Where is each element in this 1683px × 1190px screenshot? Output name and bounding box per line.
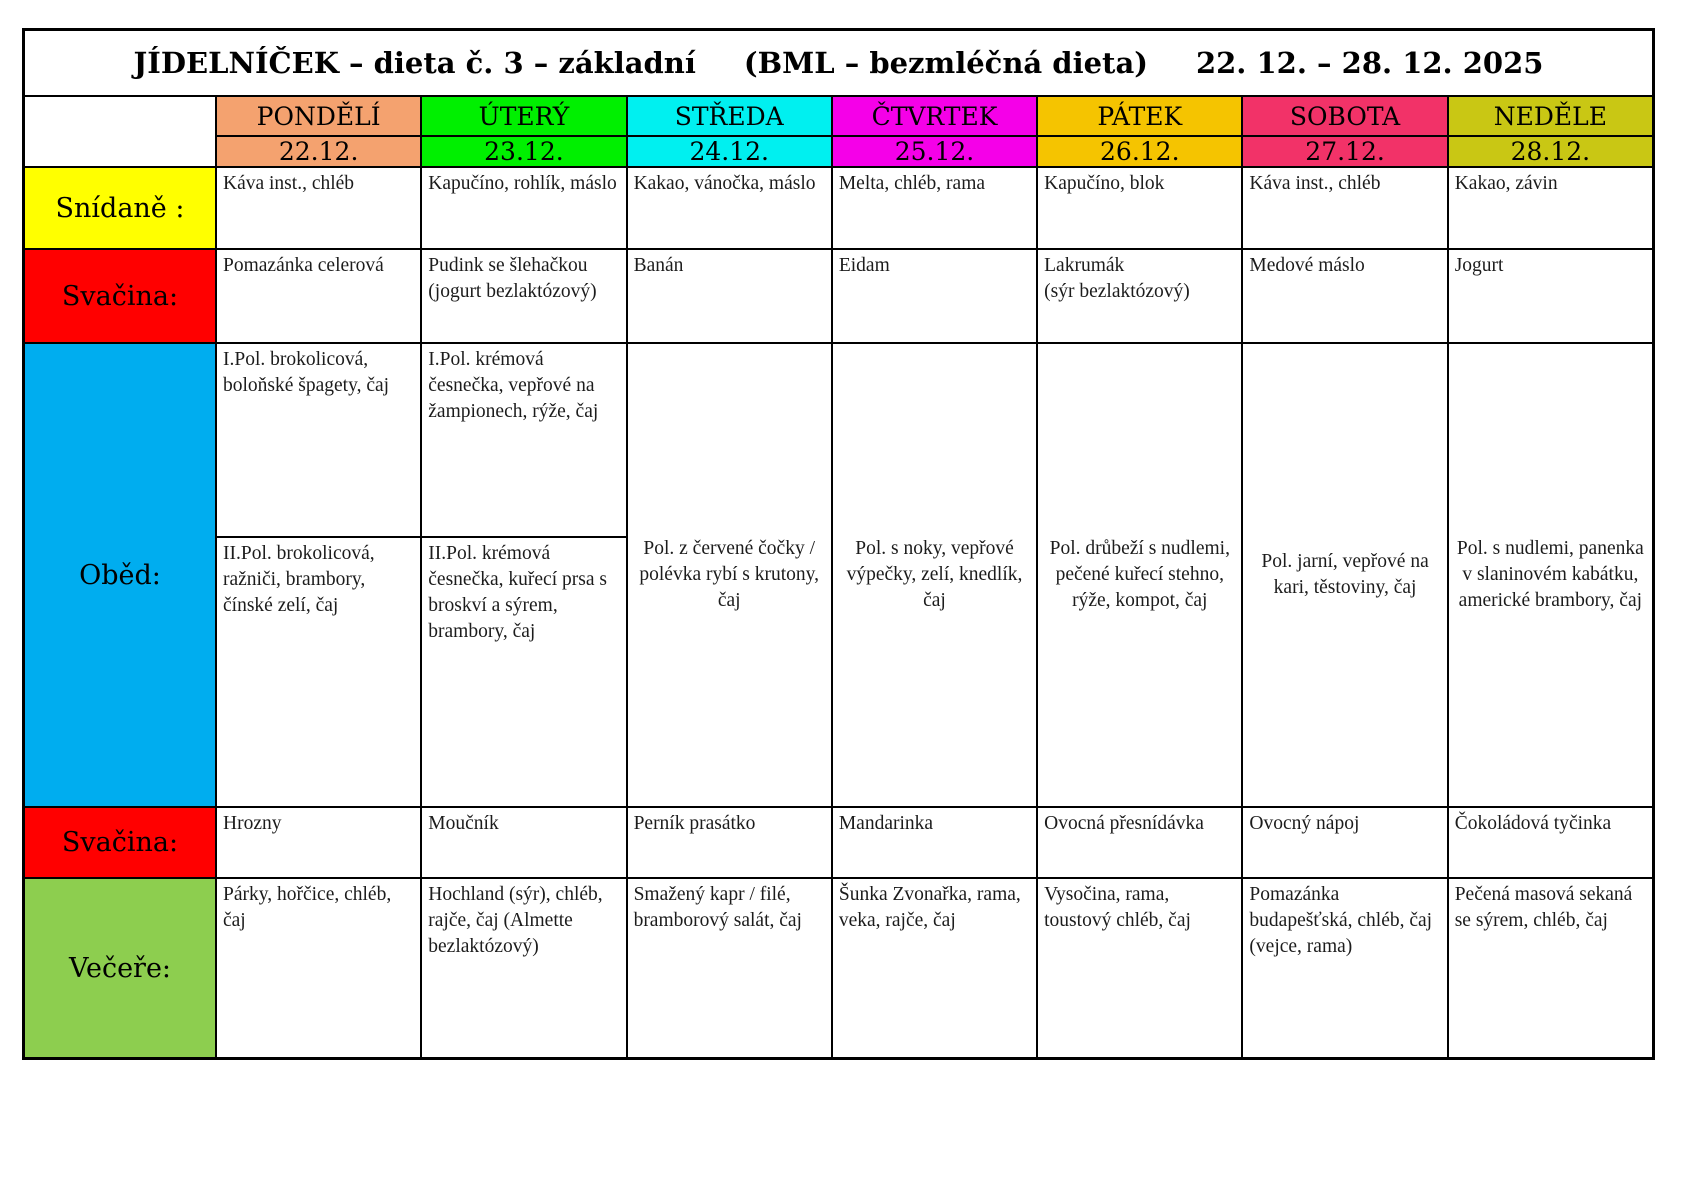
date-header-nedele: 28.12. bbox=[1448, 137, 1652, 166]
cell-snidane-sobota: Káva inst., chléb bbox=[1243, 168, 1447, 248]
cell-svacina1-nedele: Jogurt bbox=[1448, 250, 1652, 342]
cell-vecere-ctvrtek: Šunka Zvonařka, rama, veka, rajče, čaj bbox=[832, 879, 1037, 1057]
date-header-pondeli: 22.12. bbox=[217, 137, 421, 166]
cell-svacina1-utery: Pudink se šlehačkou (jogurt bezlaktózový… bbox=[422, 250, 626, 342]
day-header-utery: ÚTERÝ bbox=[422, 97, 626, 135]
cell-snidane-streda: Kakao, vánočka, máslo bbox=[627, 168, 831, 248]
cell-svacina1-ctvrtek: Eidam bbox=[832, 250, 1037, 342]
page-title: JÍDELNÍČEK – dieta č. 3 – základní (BML … bbox=[25, 31, 1652, 95]
cell-obed-patek: Pol. drůbeží s nudlemi, pečené kuřecí st… bbox=[1038, 344, 1242, 806]
cell-obed-sobota: Pol. jarní, vepřové na kari, těstoviny, … bbox=[1243, 344, 1447, 806]
date-header-patek: 26.12. bbox=[1038, 137, 1242, 166]
cell-vecere-utery: Hochland (sýr), chléb, rajče, čaj (Almet… bbox=[422, 879, 626, 1057]
date-header-streda: 24.12. bbox=[627, 137, 831, 166]
cell-obed-streda: Pol. z červené čočky / polévka rybí s kr… bbox=[627, 344, 831, 806]
title-bml: (BML – bezmléčná dieta) bbox=[743, 46, 1148, 80]
day-header-ctvrtek: ČTVRTEK bbox=[832, 97, 1037, 135]
cell-snidane-nedele: Kakao, závin bbox=[1448, 168, 1652, 248]
cell-svacina1-pondeli: Pomazánka celerová bbox=[217, 250, 421, 342]
cell-obed-utery: I.Pol. krémová česnečka, vepřové na žamp… bbox=[422, 344, 626, 806]
row-label-svacina-1: Svačina: bbox=[25, 250, 215, 342]
obed-utery-soup2: II.Pol. krémová česnečka, kuřecí prsa s … bbox=[428, 543, 607, 642]
cell-snidane-patek: Kapučíno, blok bbox=[1038, 168, 1242, 248]
day-header-pondeli: PONDĚLÍ bbox=[217, 97, 421, 135]
row-label-snidane: Snídaně : bbox=[25, 168, 215, 248]
cell-svacina2-sobota: Ovocný nápoj bbox=[1243, 808, 1447, 877]
row-label-obed: Oběd: bbox=[25, 344, 215, 806]
cell-obed-pondeli: I.Pol. brokolicová, boloňské špagety, ča… bbox=[217, 344, 421, 806]
cell-snidane-ctvrtek: Melta, chléb, rama bbox=[832, 168, 1037, 248]
cell-vecere-streda: Smažený kapr / filé, bramborový salát, č… bbox=[627, 879, 831, 1057]
cell-svacina2-nedele: Čokoládová tyčinka bbox=[1448, 808, 1652, 877]
day-header-nedele: NEDĚLE bbox=[1448, 97, 1652, 135]
cell-vecere-pondeli: Párky, hořčice, chléb, čaj bbox=[217, 879, 421, 1057]
cell-snidane-pondeli: Káva inst., chléb bbox=[217, 168, 421, 248]
cell-svacina2-utery: Moučník bbox=[422, 808, 626, 877]
date-header-ctvrtek: 25.12. bbox=[832, 137, 1037, 166]
cell-vecere-sobota: Pomazánka budapešťská, chléb, čaj (vejce… bbox=[1243, 879, 1447, 1057]
cell-svacina2-ctvrtek: Mandarinka bbox=[832, 808, 1037, 877]
cell-vecere-patek: Vysočina, rama, toustový chléb, čaj bbox=[1038, 879, 1242, 1057]
title-diet: JÍDELNÍČEK – dieta č. 3 – základní bbox=[133, 46, 696, 80]
obed-pondeli-soup2: II.Pol. brokolicová, ražniči, brambory, … bbox=[223, 543, 375, 616]
cell-vecere-nedele: Pečená masová sekaná se sýrem, chléb, ča… bbox=[1448, 879, 1652, 1057]
row-label-svacina-2: Svačina: bbox=[25, 808, 215, 877]
cell-svacina2-streda: Perník prasátko bbox=[627, 808, 831, 877]
cell-svacina1-sobota: Medové máslo bbox=[1243, 250, 1447, 342]
weekly-menu-table: JÍDELNÍČEK – dieta č. 3 – základní (BML … bbox=[22, 28, 1655, 1060]
date-header-utery: 23.12. bbox=[422, 137, 626, 166]
cell-svacina1-patek: Lakrumák (sýr bezlaktózový) bbox=[1038, 250, 1242, 342]
cell-obed-nedele: Pol. s nudlemi, panenka v slaninovém kab… bbox=[1448, 344, 1652, 806]
cell-svacina2-patek: Ovocná přesnídávka bbox=[1038, 808, 1242, 877]
cell-svacina2-pondeli: Hrozny bbox=[217, 808, 421, 877]
cell-snidane-utery: Kapučíno, rohlík, máslo bbox=[422, 168, 626, 248]
cell-obed-ctvrtek: Pol. s noky, vepřové výpečky, zelí, kned… bbox=[832, 344, 1037, 806]
date-header-sobota: 27.12. bbox=[1243, 137, 1447, 166]
cell-svacina1-streda: Banán bbox=[627, 250, 831, 342]
obed-utery-soup1: I.Pol. krémová česnečka, vepřové na žamp… bbox=[422, 344, 626, 538]
title-date-range: 22. 12. – 28. 12. 2025 bbox=[1195, 46, 1544, 80]
row-label-vecere: Večeře: bbox=[25, 879, 215, 1057]
day-header-sobota: SOBOTA bbox=[1243, 97, 1447, 135]
corner-cell bbox=[25, 97, 215, 166]
obed-pondeli-soup1: I.Pol. brokolicová, boloňské špagety, ča… bbox=[217, 344, 421, 538]
day-header-patek: PÁTEK bbox=[1038, 97, 1242, 135]
day-header-streda: STŘEDA bbox=[627, 97, 831, 135]
